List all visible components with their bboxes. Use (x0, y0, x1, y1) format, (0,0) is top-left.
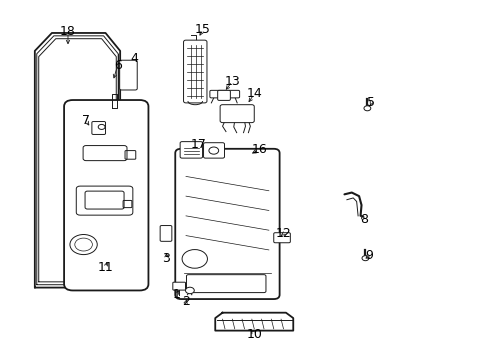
FancyBboxPatch shape (180, 141, 202, 158)
Text: 15: 15 (195, 23, 210, 36)
Circle shape (182, 249, 207, 268)
FancyBboxPatch shape (175, 149, 279, 299)
FancyBboxPatch shape (64, 100, 148, 291)
Circle shape (361, 256, 368, 261)
Text: 6: 6 (114, 59, 122, 72)
Circle shape (70, 234, 97, 255)
FancyBboxPatch shape (172, 282, 185, 290)
Text: 14: 14 (246, 87, 262, 100)
Text: 11: 11 (98, 261, 113, 274)
FancyBboxPatch shape (120, 60, 137, 90)
FancyBboxPatch shape (183, 40, 206, 103)
Text: 5: 5 (366, 96, 374, 109)
Text: 18: 18 (60, 25, 76, 38)
Text: 13: 13 (224, 75, 240, 88)
Circle shape (185, 287, 194, 294)
FancyBboxPatch shape (217, 90, 230, 100)
Text: 1: 1 (172, 288, 180, 301)
Text: 9: 9 (364, 249, 372, 262)
Text: 3: 3 (162, 252, 170, 265)
Text: 10: 10 (246, 328, 262, 341)
FancyBboxPatch shape (220, 105, 254, 123)
FancyBboxPatch shape (92, 122, 105, 134)
Text: 8: 8 (359, 213, 367, 226)
FancyBboxPatch shape (209, 90, 239, 98)
FancyBboxPatch shape (273, 233, 290, 243)
Text: 2: 2 (182, 296, 189, 309)
Text: 12: 12 (275, 227, 291, 240)
Text: 17: 17 (190, 138, 206, 150)
FancyBboxPatch shape (203, 143, 224, 158)
Text: 16: 16 (251, 143, 266, 156)
FancyBboxPatch shape (160, 226, 171, 241)
Circle shape (363, 106, 370, 111)
Text: 4: 4 (131, 51, 139, 64)
Text: 7: 7 (82, 114, 90, 127)
